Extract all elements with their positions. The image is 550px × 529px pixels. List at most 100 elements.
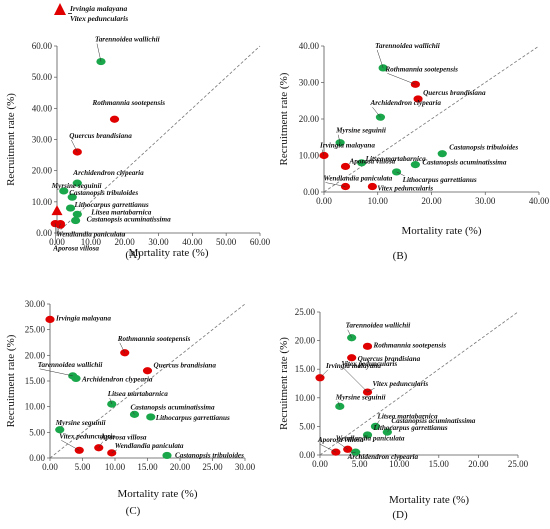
panel-label: (A) <box>125 249 141 261</box>
x-tick-label: 30.00 <box>235 462 256 472</box>
label-leader-line <box>119 342 125 353</box>
y-tick-label: 25.00 <box>25 325 46 335</box>
point-castanopsis-tribuloides <box>437 150 447 158</box>
y-axis-label: Recruitment rate (%) <box>5 93 17 186</box>
y-axis-label: Recruitment rate (%) <box>278 337 290 430</box>
label-leader-line <box>343 367 368 393</box>
y-tick-label: 0.00 <box>303 187 319 197</box>
label-castanopsis-tribuloides: Castanopsis tribuloides <box>69 189 138 197</box>
y-tick-label: 40.00 <box>32 103 53 113</box>
label-rothmannia-sootepensis: Rothmannia sootepensis <box>384 65 458 73</box>
x-axis-label: Mortality rate (%) <box>117 488 197 500</box>
chart-panel-4: 0.00 5.00 10.00 15.00 20.00 25.00 0.00 5.00 10.0… <box>278 307 529 521</box>
label-leader-line <box>375 420 380 427</box>
point-tarennoidea-wallichii <box>96 57 106 66</box>
label-quercus-brandisiana: Quercus brandisiana <box>69 132 132 140</box>
label-archidendron-clypearia: Archidendron clypearia <box>347 453 419 461</box>
point-castanopsis-acuminatissima <box>71 216 81 225</box>
y-tick-label: 30.00 <box>299 78 320 88</box>
label-tarennoidea-wallichii: Tarennoidea wallichii <box>95 36 160 44</box>
label-tarennoidea-wallichii: Tarennoidea wallichii <box>38 361 103 369</box>
panels: 0.00 10.00 20.00 30.00 40.00 50.00 60.00 0.00 10… <box>5 36 550 521</box>
point-quercus-brandisiana <box>413 95 423 103</box>
label-leader-line <box>376 49 384 68</box>
point-irvingia-malayana <box>51 205 63 216</box>
y-tick-label: 10.00 <box>295 393 316 403</box>
y-axis-label: Recruitment rate (%) <box>5 334 17 427</box>
point-lithocarpus-garrettianus <box>65 204 76 212</box>
x-tick-label: 25.00 <box>508 459 529 469</box>
label-tarennoidea-wallichii: Tarennoidea wallichii <box>375 42 440 50</box>
y-tick-label: 50.00 <box>32 72 53 82</box>
y-tick-label: 20.00 <box>25 350 46 360</box>
chart-panel-3: 0.00 5.00 10.00 15.00 20.00 25.00 30.00 0.00 5.0… <box>5 299 256 517</box>
label-lithocarpus-garrettianus: Lithocarpus garrettianus <box>74 201 149 209</box>
label-myrsine-seguinii: Myrsine seguinii <box>335 127 386 135</box>
x-tick-label: 15.00 <box>137 462 158 472</box>
label-wendlandia-paniculata: Wendlandia paniculata <box>56 231 125 239</box>
label-leader-line <box>319 369 329 378</box>
point-lithocarpus-garrettianus <box>391 168 402 176</box>
label-lithocarpus-garrettianus: Lithocarpus garrettianus <box>402 176 477 184</box>
label-wendlandia-paniculata: Wendlandia paniculata <box>324 175 393 183</box>
label-wendlandia-paniculata: Wendlandia paniculata <box>115 442 184 450</box>
x-axis-label: Mortality rate (%) <box>128 247 208 259</box>
label-leader-line <box>71 139 78 153</box>
point-litsea-martabarnica <box>72 210 82 218</box>
label-castanopsis-acuminatissima: Castanopsis acuminatissima <box>422 159 506 167</box>
label-leader-line <box>337 442 348 450</box>
y-tick-label: 5.00 <box>299 421 315 431</box>
x-tick-label: 20.00 <box>115 237 136 247</box>
label-rothmannia-sootepensis: Rothmannia sootepensis <box>117 335 191 343</box>
label-leader-line <box>325 182 346 187</box>
label-vitex-peduncularis: Vitex peduncularis <box>59 432 115 440</box>
y-tick-label: 60.00 <box>32 41 53 51</box>
label-vitex-peduncularis: Vitex peduncularis <box>373 380 429 388</box>
diagonal-line <box>56 45 261 234</box>
y-tick-label: 25.00 <box>295 307 316 317</box>
label-leader-line <box>372 107 381 118</box>
y-tick-label: 0.00 <box>299 450 315 460</box>
label-myrsine-seguinii: Myrsine seguinii <box>55 419 106 427</box>
x-axis-label: Mortality rate (%) <box>389 494 469 506</box>
point-castanopsis-tribuloides <box>162 451 172 460</box>
x-tick-label: 60.00 <box>250 237 271 247</box>
point-castanopsis-acuminatissima <box>410 161 420 169</box>
y-tick-label: 20.00 <box>299 114 320 124</box>
legend-item-irvingia: Irvingia malayana <box>69 4 128 13</box>
point-rothmannia-sootepensis <box>109 115 120 123</box>
label-wendlandia-paniculata: Wendlandia paniculata <box>336 434 405 442</box>
x-tick-label: 10.00 <box>368 196 389 206</box>
label-aporosa-villosa: Aporosa villosa <box>100 434 147 442</box>
x-tick-label: 5.00 <box>75 462 91 472</box>
chart-panel-1: 0.00 10.00 20.00 30.00 40.00 50.00 60.00 0.00 10… <box>5 36 271 261</box>
panel-label: (C) <box>126 505 141 517</box>
y-tick-label: 20.00 <box>295 336 316 346</box>
label-rothmannia-sootepensis: Rothmannia sootepensis <box>92 99 166 107</box>
label-leader-line <box>387 73 416 85</box>
label-myrsine-seguinii: Myrsine seguinii <box>51 182 102 190</box>
label-leader-line <box>39 368 73 377</box>
label-quercus-brandisiana: Quercus brandisiana <box>423 89 486 97</box>
label-aporosa-villosa: Aporosa villosa <box>52 245 99 253</box>
label-leader-line <box>367 387 375 393</box>
x-tick-label: 0.00 <box>49 237 65 247</box>
x-tick-label: 10.00 <box>81 237 102 247</box>
label-leader-line <box>387 424 394 433</box>
point-castanopsis-tribuloides <box>67 193 77 201</box>
label-leader-line <box>347 329 352 338</box>
label-quercus-brandisiana: Quercus brandisiana <box>154 362 217 370</box>
x-tick-label: 40.00 <box>182 237 203 247</box>
label-leader-line <box>111 449 117 454</box>
label-tarennoidea-wallichii: Tarennoidea wallichii <box>346 322 411 330</box>
label-archidendron-clypearia: Archidendron clypearia <box>81 375 153 383</box>
x-tick-label: 15.00 <box>429 459 450 469</box>
legend-triangle-icon <box>54 3 66 15</box>
point-quercus-brandisiana <box>347 354 357 362</box>
x-tick-label: 5.00 <box>352 459 368 469</box>
label-quercus-brandisiana: Quercus brandisiana <box>358 355 421 363</box>
point-vitex-peduncularis <box>367 182 377 191</box>
label-irvingia-malayana: Irvingia malayana <box>55 314 111 322</box>
x-tick-label: 20.00 <box>421 196 442 206</box>
